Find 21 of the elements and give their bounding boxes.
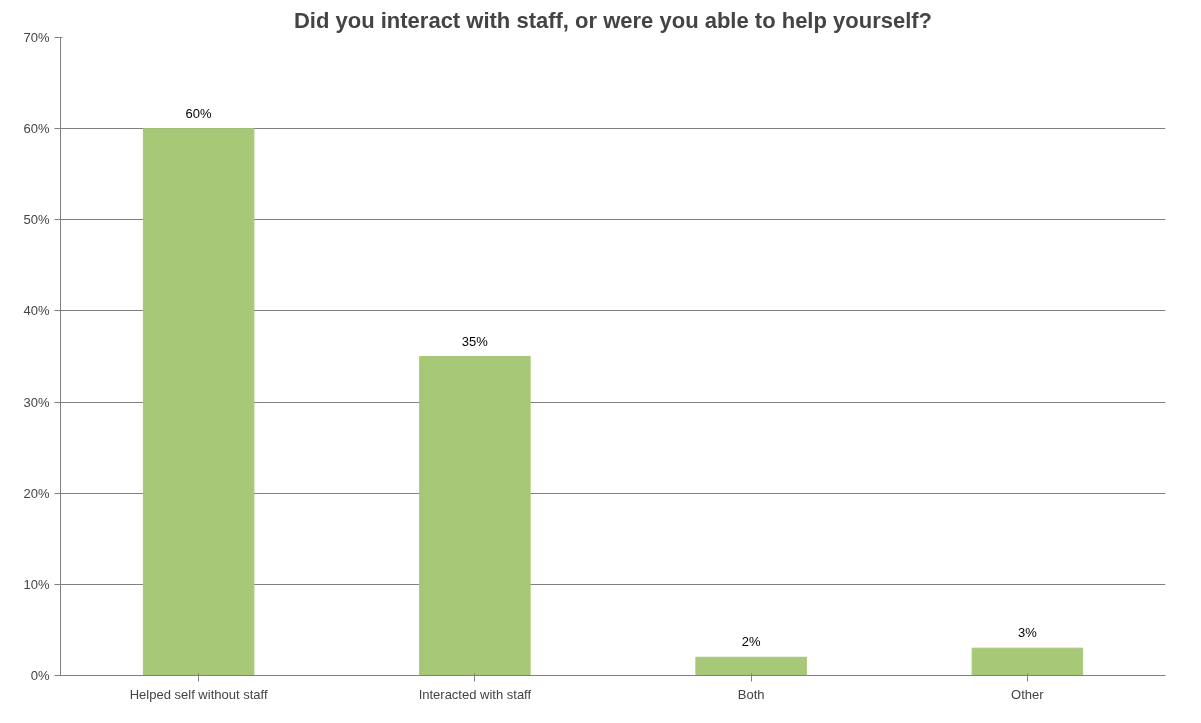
bar — [142, 128, 255, 676]
x-tick-label: Both — [737, 686, 765, 702]
x-tick-label: Interacted with staff — [418, 686, 532, 702]
x-tick-label: Other — [1011, 686, 1045, 702]
bar — [695, 656, 807, 676]
y-tick-label: 10% — [23, 576, 50, 592]
bar — [971, 647, 1084, 676]
y-tick-label: 30% — [23, 394, 50, 410]
y-tick-label: 70% — [23, 30, 50, 45]
y-tick-label: 40% — [23, 303, 50, 319]
data-label: 3% — [1017, 625, 1038, 641]
chart-title: Did you interact with staff, or were you able to help yourself? — [293, 7, 933, 33]
x-tick-label: Helped self without staff — [129, 686, 268, 702]
y-tick-label: 50% — [23, 212, 50, 228]
data-label: 2% — [741, 634, 761, 650]
y-tick-label: 0% — [30, 668, 50, 683]
data-label: 60% — [185, 105, 213, 121]
data-label: 35% — [461, 333, 489, 349]
bar — [419, 356, 531, 676]
y-tick-label: 60% — [23, 121, 50, 137]
y-tick-label: 20% — [23, 485, 50, 501]
